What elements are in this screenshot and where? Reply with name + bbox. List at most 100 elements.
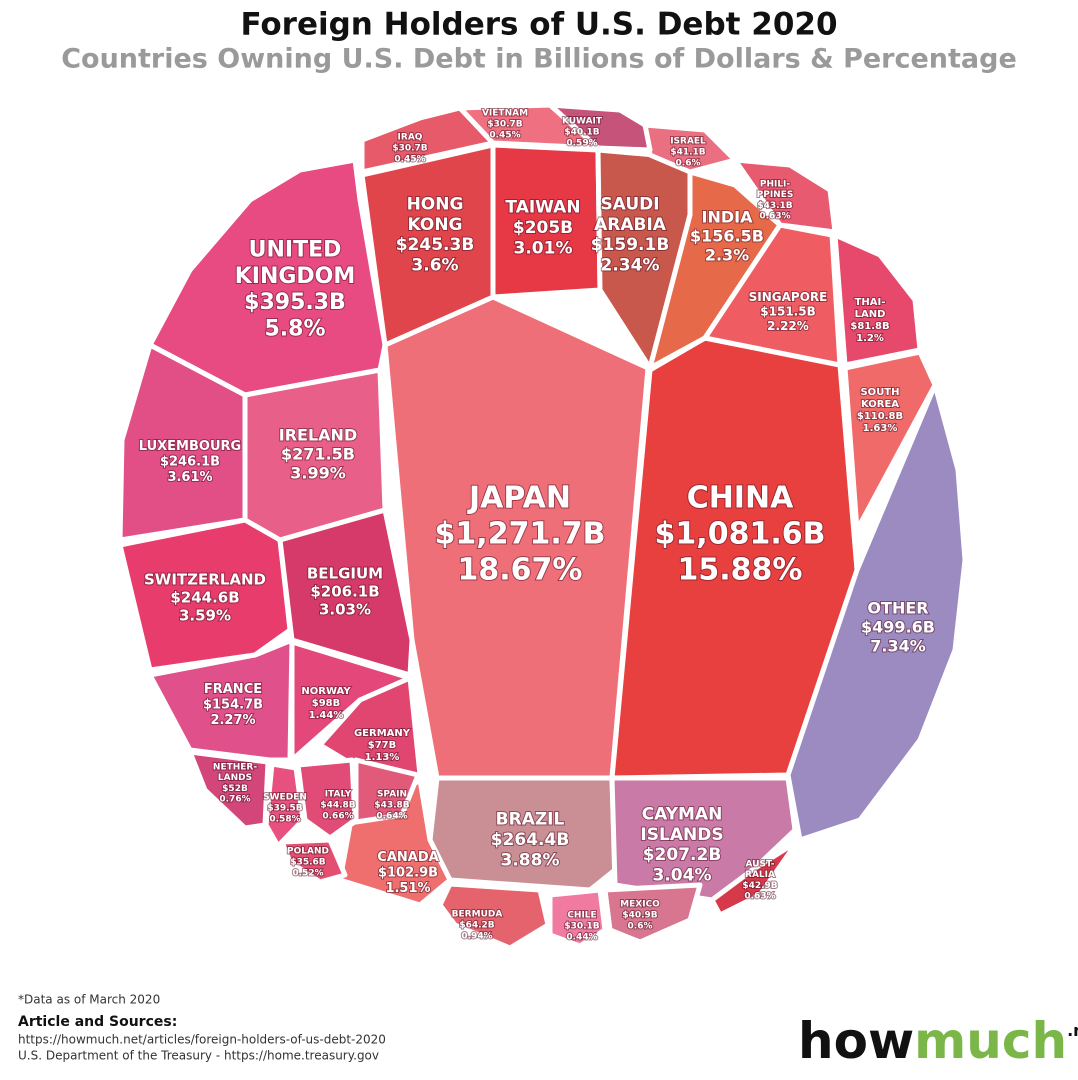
share-label: 0.52% xyxy=(292,868,323,878)
value-label: $244.6B xyxy=(170,589,239,607)
share-label: 0.59% xyxy=(566,138,597,148)
share-label: 0.6% xyxy=(676,158,701,168)
share-label: 0.63% xyxy=(744,892,775,902)
country-name: KOREA xyxy=(861,399,899,410)
country-name: POLAND xyxy=(287,847,329,857)
cell xyxy=(732,157,838,235)
value-label: $40.1B xyxy=(564,128,599,138)
country-name: SWITZERLAND xyxy=(144,571,266,589)
share-label: 0.66% xyxy=(322,811,353,821)
cell xyxy=(263,761,306,849)
country-name: VIETNAM xyxy=(482,109,528,119)
chart-title: Foreign Holders of U.S. Debt 2020 xyxy=(240,7,837,43)
share-label: 2.27% xyxy=(210,713,255,728)
sources-heading: Article and Sources: xyxy=(18,1014,177,1030)
country-name: KINGDOM xyxy=(235,264,356,289)
share-label: 15.88% xyxy=(678,553,803,588)
value-label: $102.9B xyxy=(378,866,438,881)
country-name: MEXICO xyxy=(620,900,660,910)
share-label: 0.44% xyxy=(566,932,597,942)
country-name: NORWAY xyxy=(301,686,351,697)
country-name: CHILE xyxy=(567,911,596,921)
country-name: OTHER xyxy=(867,598,928,617)
logo-part: .net xyxy=(1067,1021,1078,1040)
country-name: RALIA xyxy=(745,870,775,880)
cell xyxy=(187,749,271,831)
country-name: AUST- xyxy=(745,859,774,869)
share-label: 3.59% xyxy=(179,607,231,625)
country-name: NETHER- xyxy=(213,762,257,772)
value-label: $207.2B xyxy=(643,845,722,865)
share-label: 3.99% xyxy=(290,464,346,483)
value-label: $264.4B xyxy=(491,830,570,850)
value-label: $205B xyxy=(513,218,573,238)
cell xyxy=(279,837,348,885)
value-label: $395.3B xyxy=(244,290,346,315)
value-label: $39.5B xyxy=(267,804,302,814)
share-label: 3.03% xyxy=(319,601,371,619)
share-label: 3.04% xyxy=(653,866,712,886)
share-label: 1.13% xyxy=(365,752,400,763)
country-name: SAUDI xyxy=(600,194,659,214)
country-name: CAYMAN xyxy=(642,804,723,824)
share-label: 2.34% xyxy=(601,256,660,276)
country-name: LAND xyxy=(855,309,886,320)
country-name: GERMANY xyxy=(354,728,411,739)
share-label: 1.63% xyxy=(863,423,898,434)
share-label: 0.58% xyxy=(269,814,300,824)
value-label: $41.1B xyxy=(670,148,705,158)
country-name: ISRAEL xyxy=(670,137,706,147)
cell xyxy=(457,102,601,151)
value-label: $159.1B xyxy=(591,235,670,255)
value-label: $43.8B xyxy=(374,801,409,811)
country-name: TAIWAN xyxy=(505,198,580,218)
country-name: JAPAN xyxy=(467,481,571,516)
country-name: ARABIA xyxy=(594,215,667,235)
source: U.S. Department of the Treasury - https:… xyxy=(18,1049,379,1063)
country-name: BELGIUM xyxy=(307,565,383,583)
value-label: $499.6B xyxy=(861,618,935,637)
value-label: $206.1B xyxy=(310,583,379,601)
cell xyxy=(277,507,415,678)
country-name: IRAQ xyxy=(398,133,423,143)
share-label: 0.64% xyxy=(376,811,407,821)
share-label: 3.01% xyxy=(514,238,573,258)
cells xyxy=(117,102,968,951)
country-name: ISLANDS xyxy=(640,825,723,845)
share-label: 1.44% xyxy=(309,710,344,721)
country-name: CANADA xyxy=(377,850,438,865)
source: https://howmuch.net/articles/foreign-hol… xyxy=(18,1033,386,1047)
cell xyxy=(337,777,453,908)
cell xyxy=(785,382,968,843)
logo-part: how xyxy=(798,1012,914,1070)
value-label: $77B xyxy=(368,740,397,751)
share-label: 5.8% xyxy=(264,317,325,342)
country-name: THAI- xyxy=(855,297,886,308)
value-label: $35.6B xyxy=(290,858,325,868)
country-name: ITALY xyxy=(325,790,352,800)
share-label: 1.51% xyxy=(385,881,430,896)
value-label: $44.8B xyxy=(320,801,355,811)
country-name: PHILI- xyxy=(760,179,791,189)
country-name: LUXEMBOURG xyxy=(139,439,241,454)
cell xyxy=(353,757,421,825)
logo: howmuch.net xyxy=(798,1012,1078,1070)
share-label: 3.6% xyxy=(411,256,458,276)
value-label: $81.8B xyxy=(850,321,889,332)
country-name: BRAZIL xyxy=(496,810,565,830)
cell xyxy=(547,887,608,949)
cell xyxy=(437,881,551,951)
share-label: 7.34% xyxy=(870,637,926,656)
share-label: 0.63% xyxy=(759,212,790,222)
value-label: $30.7B xyxy=(487,120,522,130)
value-label: $246.1B xyxy=(160,455,220,470)
value-label: $42.9B xyxy=(742,881,777,891)
country-name: FRANCE xyxy=(204,682,262,697)
value-label: $110.8B xyxy=(857,411,903,422)
country-name: SINGAPORE xyxy=(749,290,828,304)
value-label: $43.1B xyxy=(757,201,792,211)
country-name: UNITED xyxy=(249,237,342,262)
cell xyxy=(709,837,803,918)
country-name: KONG xyxy=(407,215,462,235)
country-name: CHINA xyxy=(687,481,794,516)
